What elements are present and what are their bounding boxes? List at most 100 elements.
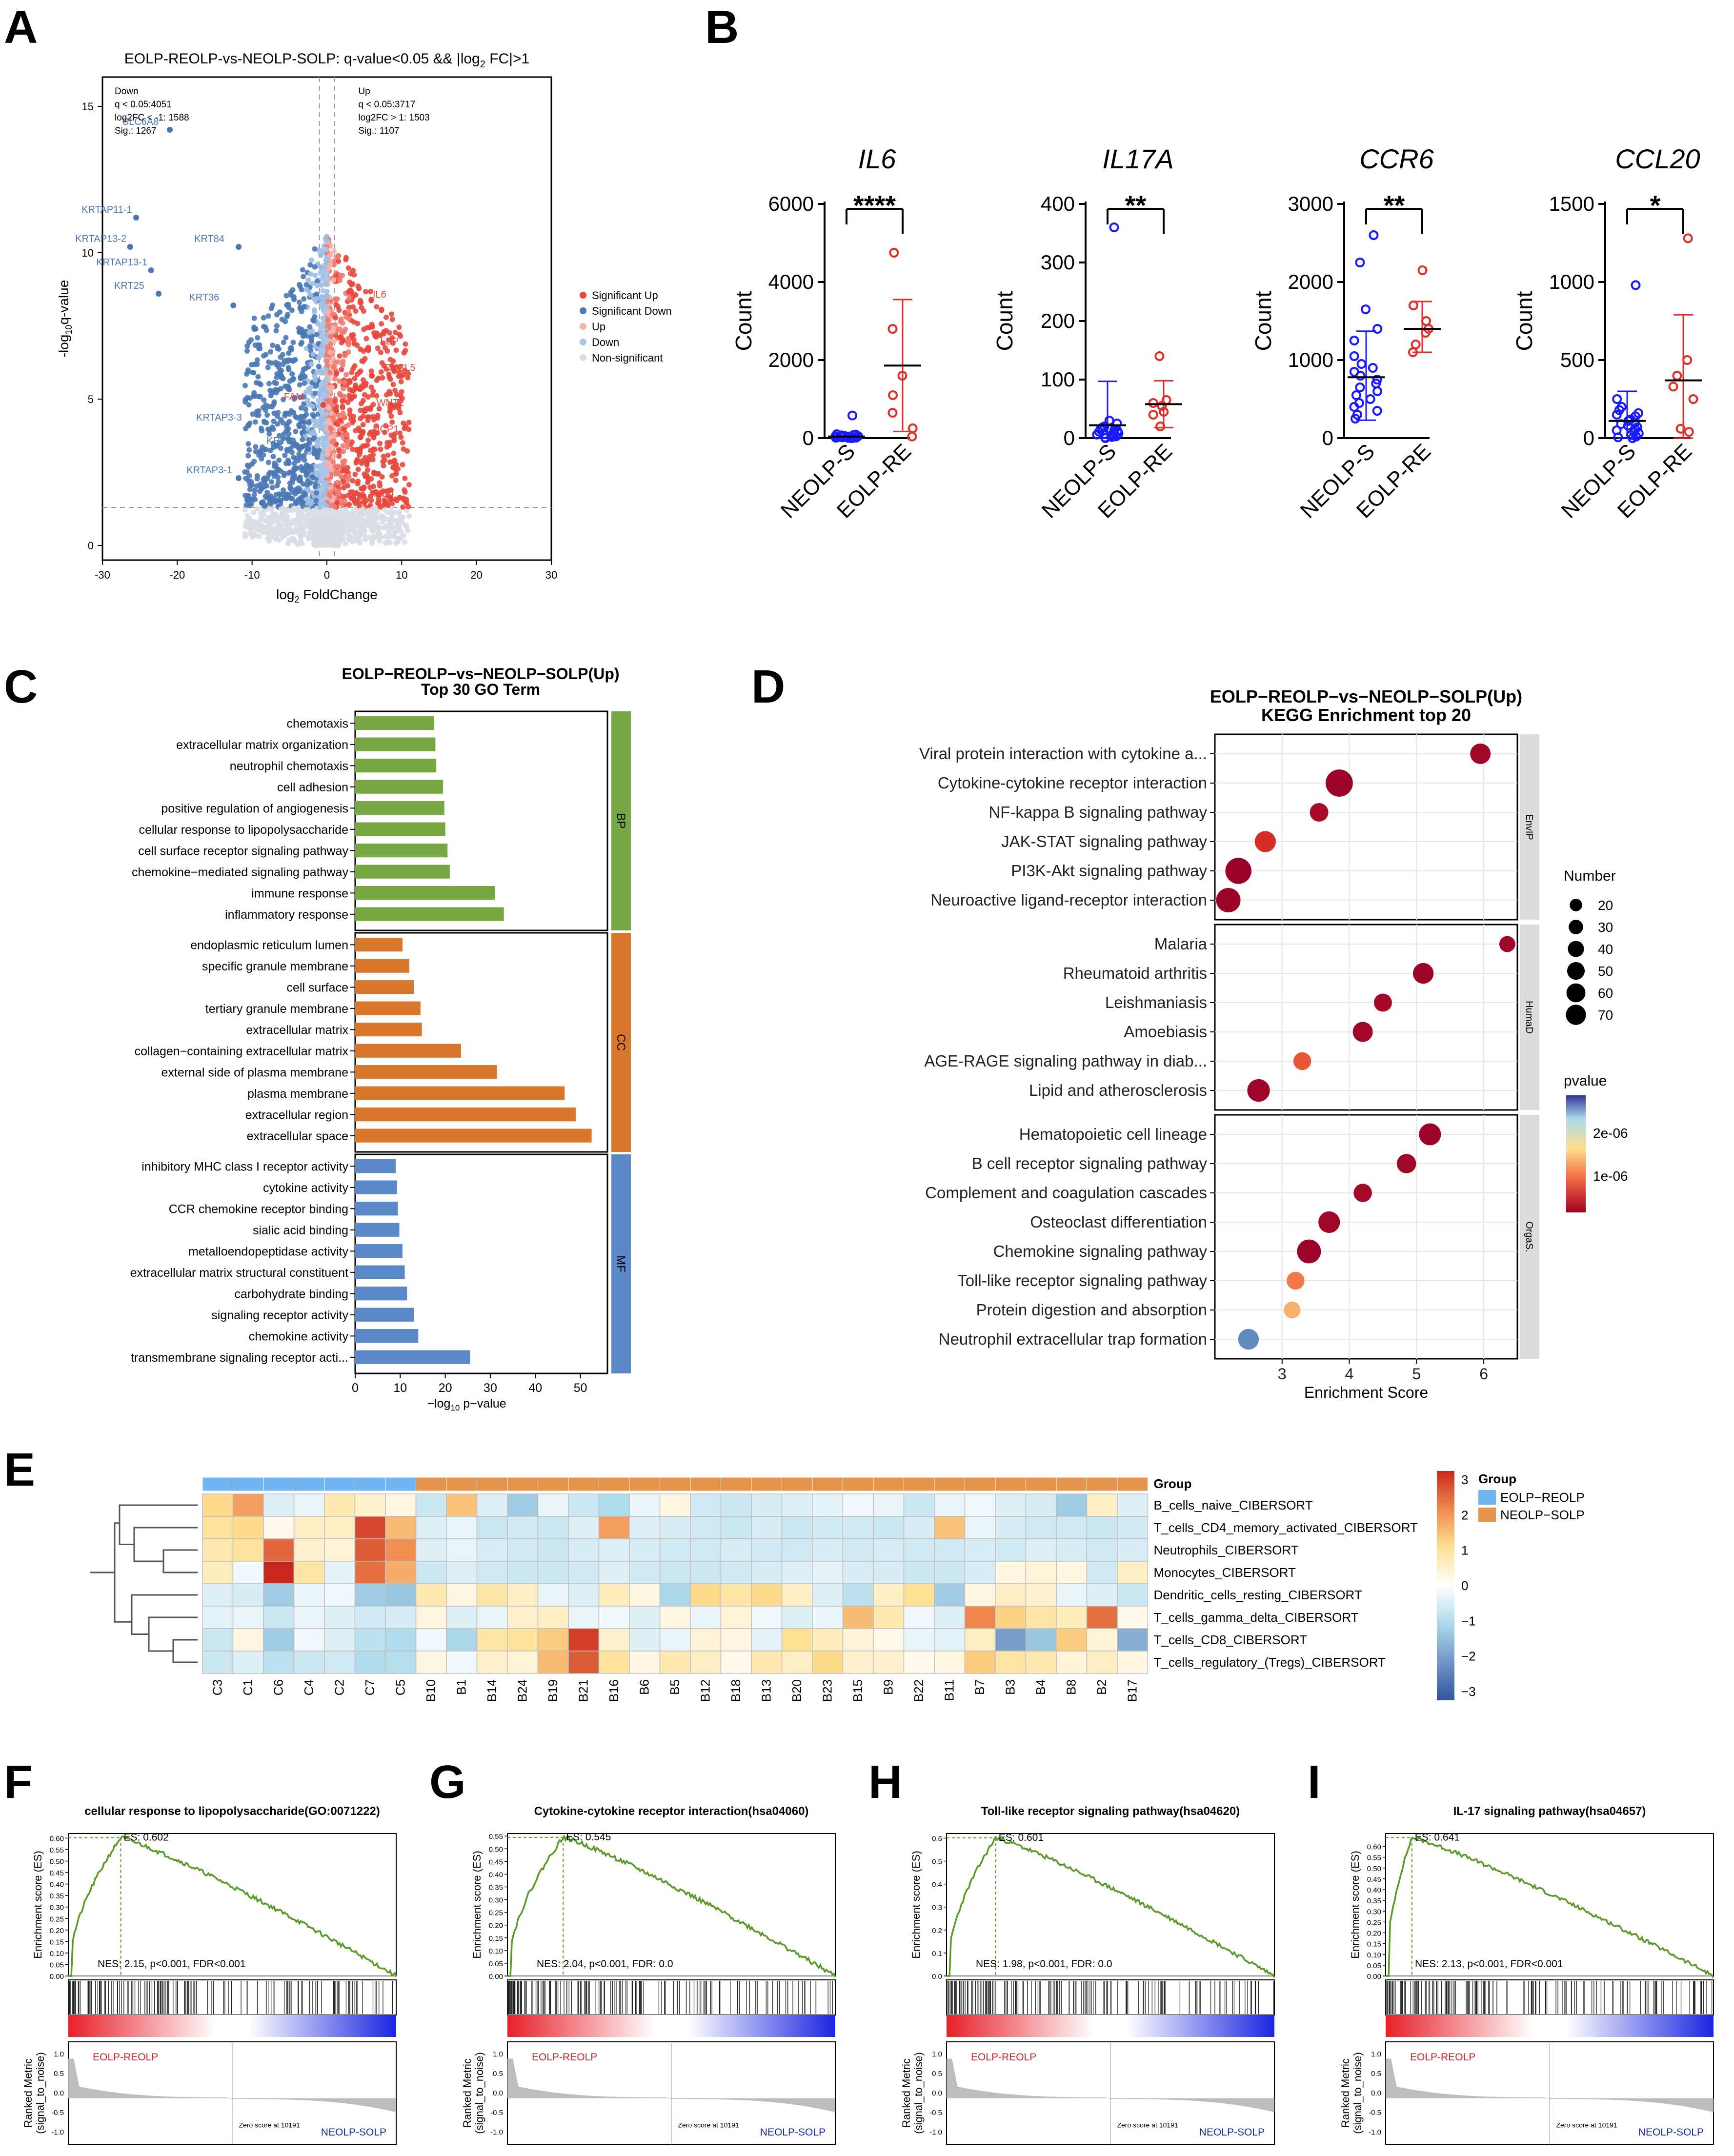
volcano-point <box>269 360 275 366</box>
volcano-point <box>302 380 307 386</box>
volcano-point <box>259 501 265 506</box>
volcano-point <box>278 354 283 360</box>
volcano-point <box>316 473 322 479</box>
heatmap-cell <box>720 1493 752 1517</box>
volcano-point <box>270 343 276 348</box>
y-tick-label: 6000 <box>768 192 814 215</box>
kegg-bubble <box>1238 1329 1259 1350</box>
volcano-point <box>271 418 277 424</box>
data-point <box>1612 394 1622 404</box>
volcano-points <box>242 234 412 548</box>
heatmap-cell <box>1025 1561 1057 1584</box>
volcano-point <box>398 434 404 440</box>
volcano-point <box>298 534 303 540</box>
volcano-point <box>386 529 392 535</box>
ylabel-part: q-value <box>56 280 71 325</box>
legend-label: EOLP−REOLP <box>1500 1490 1585 1505</box>
volcano-point <box>393 518 399 524</box>
volcano-point <box>350 446 356 452</box>
volcano-point <box>312 272 318 278</box>
go-bar <box>355 1287 407 1301</box>
column-label: B21 <box>576 1679 590 1702</box>
gene-label: UCP1 <box>373 424 399 435</box>
heatmap-cell <box>324 1651 356 1674</box>
data-point <box>847 410 858 421</box>
data-point <box>1355 383 1365 392</box>
immune-heatmap: Group B_cells_naive_CIBERSORT T_cells_CD4_… <box>90 1471 1585 1702</box>
group-cell <box>843 1477 874 1491</box>
volcano-point <box>263 524 269 530</box>
kegg-bubble-chart: EOLP−REOLP−vs−NEOLP−SOLP(Up)KEGG Enrichm… <box>919 686 1628 1401</box>
volcano-point <box>260 404 266 410</box>
heatmap-cell <box>324 1493 356 1517</box>
xlabel-part: p−value <box>460 1397 506 1410</box>
volcano-point <box>331 433 337 439</box>
heatmap-cell <box>354 1628 386 1652</box>
volcano-point <box>318 252 323 258</box>
heatmap-cell <box>995 1493 1027 1517</box>
volcano-point <box>350 511 356 517</box>
go-bar <box>355 1350 470 1364</box>
volcano-point <box>378 446 383 452</box>
volcano-point <box>313 498 319 504</box>
volcano-point <box>274 362 280 368</box>
heatmap-cell <box>934 1538 966 1562</box>
volcano-point <box>337 353 343 359</box>
significance-stars: **** <box>853 190 896 221</box>
gsea-plot-h: Toll-like receptor signaling pathway(hsa… <box>900 1805 1275 2145</box>
kegg-bubble <box>1225 858 1251 884</box>
heatmap-cell <box>873 1651 905 1674</box>
heatmap-cell <box>690 1651 722 1674</box>
volcano-point <box>383 315 389 321</box>
es-axis-label: Enrichment score (ES) <box>32 1851 44 1958</box>
volcano-point <box>310 281 316 286</box>
size-legend-marker <box>1566 983 1586 1003</box>
volcano-point <box>361 326 367 332</box>
volcano-point <box>393 529 399 535</box>
volcano-point <box>371 330 377 336</box>
gene-label: IL6 <box>373 289 386 300</box>
rank-left-label: EOLP-REOLP <box>532 2052 597 2063</box>
go-bar <box>355 1329 419 1343</box>
volcano-point <box>274 413 280 419</box>
volcano-point <box>261 419 267 424</box>
rank-colorbar <box>68 2015 396 2037</box>
heatmap-cell <box>1086 1583 1118 1607</box>
volcano-point <box>347 378 353 383</box>
volcano-point <box>298 405 304 411</box>
up-box-text: Up <box>358 86 370 97</box>
color-legend-title: pvalue <box>1564 1073 1607 1089</box>
labeled-point <box>236 244 242 250</box>
volcano-point <box>268 393 274 399</box>
kegg-term-label: Malaria <box>1154 935 1208 953</box>
data-point <box>1148 410 1158 420</box>
column-label: B7 <box>972 1679 987 1695</box>
y-tick-label: 0.10 <box>50 1950 64 1958</box>
volcano-point <box>327 252 333 258</box>
heatmap-cell <box>751 1561 783 1584</box>
heatmap-cell <box>934 1493 966 1517</box>
volcano-point <box>266 427 272 433</box>
go-term-label: inflammatory response <box>225 908 348 922</box>
volcano-point <box>312 390 318 396</box>
heatmap-cell <box>690 1561 722 1584</box>
heatmap-cell <box>293 1516 325 1539</box>
go-term-label: cell surface <box>287 981 348 994</box>
data-point <box>1148 398 1158 408</box>
nes-stats: NES: 2.13, p<0.001, FDR<0.001 <box>1415 1958 1563 1970</box>
x-tick-label: 5 <box>1412 1365 1421 1383</box>
volcano-point <box>384 444 390 450</box>
group-cell <box>294 1477 325 1491</box>
volcano-point <box>338 316 344 322</box>
heatmap-cell <box>232 1628 264 1652</box>
heatmap-cell <box>964 1628 996 1652</box>
data-point <box>1349 336 1359 345</box>
heatmap-cell <box>781 1493 813 1517</box>
volcano-point <box>251 510 257 516</box>
volcano-point <box>254 473 260 479</box>
heatmap-cell <box>690 1516 722 1539</box>
volcano-point <box>337 391 343 397</box>
volcano-point <box>381 329 387 335</box>
volcano-point <box>386 330 392 336</box>
